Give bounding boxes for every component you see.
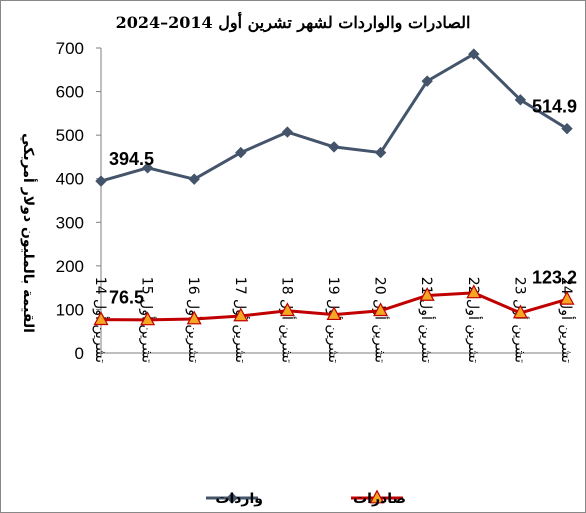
x-tick-label: تشرين أول 20 [372, 277, 390, 363]
data-point-0-4 [281, 126, 294, 138]
y-tick-label: 200 [56, 257, 84, 276]
x-tick-label: تشرين أول 23 [511, 277, 529, 363]
x-tick-label: تشرين أول 24 [558, 277, 576, 363]
data-point-0-3 [235, 146, 247, 159]
data-point-1-2 [186, 310, 202, 325]
series-line-0 [100, 52, 568, 183]
data-label: 123.2 [532, 267, 577, 287]
data-point-1-0 [93, 311, 109, 326]
chart-title: الصادرات والواردات لشهر تشرين أول 2014–2… [116, 11, 471, 33]
data-point-1-6 [373, 302, 389, 317]
data-label: 514.9 [532, 97, 577, 117]
y-axis-label: القيمة بالمليون دولار أمريكي [20, 133, 38, 333]
data-point-1-5 [326, 306, 342, 321]
legend-label-1: صادرات [353, 491, 406, 507]
x-tick-label: تشرين أول 22 [465, 277, 483, 363]
data-point-1-3 [233, 307, 249, 322]
legend-marker-1 [369, 489, 385, 504]
data-point-0-10 [561, 122, 573, 135]
y-tick-label: 300 [56, 213, 84, 232]
data-point-0-1 [141, 162, 154, 174]
data-point-0-2 [188, 173, 200, 185]
legend: واردات صادرات [206, 489, 406, 507]
data-label: 394.5 [109, 149, 154, 169]
y-tick-label: 0 [75, 344, 84, 363]
data-point-1-9 [512, 304, 528, 319]
y-tick-label: 400 [56, 170, 84, 189]
legend-marker-0 [226, 492, 238, 504]
y-tick-label: 100 [56, 300, 84, 319]
data-point-0-6 [374, 146, 387, 159]
data-point-0-7 [421, 75, 433, 87]
data-label: 76.5 [109, 288, 144, 308]
data-point-0-8 [468, 48, 480, 60]
legend-label-0: واردات [215, 491, 263, 507]
data-point-1-4 [279, 302, 295, 317]
y-tick-label: 700 [56, 39, 84, 58]
data-point-1-1 [140, 311, 156, 326]
data-point-0-9 [514, 94, 527, 106]
data-point-0-5 [328, 141, 340, 153]
data-point-1-8 [466, 284, 482, 299]
data-point-0-0 [95, 175, 107, 187]
data-point-1-10 [559, 290, 575, 305]
x-tick-label: تشرين أول 18 [278, 277, 296, 363]
data-point-1-7 [419, 287, 435, 301]
y-tick-label: 500 [56, 126, 84, 145]
y-tick-label: 600 [56, 83, 84, 102]
